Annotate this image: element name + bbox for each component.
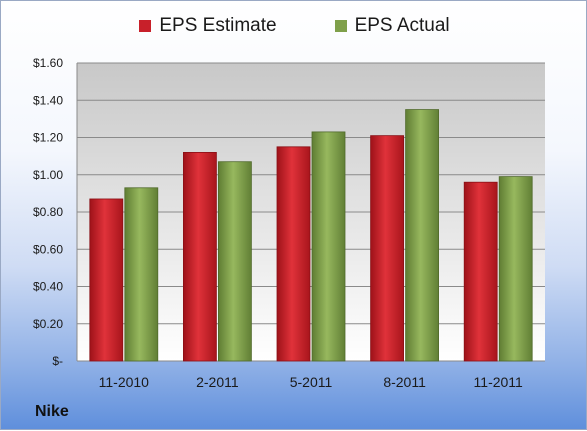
- x-tick-label: 8-2011: [383, 374, 426, 390]
- y-tick-label: $1.20: [33, 131, 63, 145]
- y-tick-label: $0.80: [33, 205, 63, 219]
- y-tick-label: $1.60: [33, 56, 63, 70]
- y-axis: $- $0.20 $0.40 $0.60 $0.80 $1.00 $1.20 $1.40 $1.…: [33, 56, 63, 368]
- bar-eps-estimate: [276, 146, 311, 362]
- y-tick-label: $-: [52, 354, 63, 368]
- x-tick-label: 5-2011: [290, 374, 333, 390]
- y-tick-label: $1.40: [33, 93, 63, 107]
- bars: [89, 109, 533, 362]
- bar-eps-actual: [405, 109, 440, 362]
- bar-eps-estimate: [89, 198, 124, 362]
- bar-eps-estimate: [463, 181, 498, 362]
- bar-eps-actual: [124, 187, 159, 362]
- legend-label-estimate: EPS Estimate: [159, 15, 277, 36]
- y-tick-label: $1.00: [33, 168, 63, 182]
- company-label: Nike: [35, 403, 69, 420]
- y-tick-label: $0.20: [33, 317, 63, 331]
- bar-eps-estimate: [370, 135, 405, 362]
- y-tick-label: $0.40: [33, 280, 63, 294]
- legend-item-actual: EPS Actual: [334, 15, 450, 37]
- bar-eps-actual: [217, 161, 252, 362]
- y-tick-label: $0.60: [33, 242, 63, 256]
- bar-eps-actual: [498, 176, 533, 362]
- legend-label-actual: EPS Actual: [354, 15, 450, 36]
- x-tick-label: 11-2010: [99, 374, 150, 390]
- bar-eps-estimate: [182, 151, 217, 362]
- legend-item-estimate: EPS Estimate: [139, 15, 277, 37]
- legend: EPS Estimate EPS Actual: [1, 15, 587, 37]
- x-tick-label: 11-2011: [474, 374, 524, 390]
- legend-swatch-estimate: [139, 20, 152, 32]
- bar-eps-actual: [311, 131, 346, 362]
- x-axis: 11-2010 2-2011 5-2011 8-2011 11-2011: [99, 374, 523, 390]
- legend-swatch-actual: [334, 20, 347, 32]
- x-tick-label: 2-2011: [196, 374, 239, 390]
